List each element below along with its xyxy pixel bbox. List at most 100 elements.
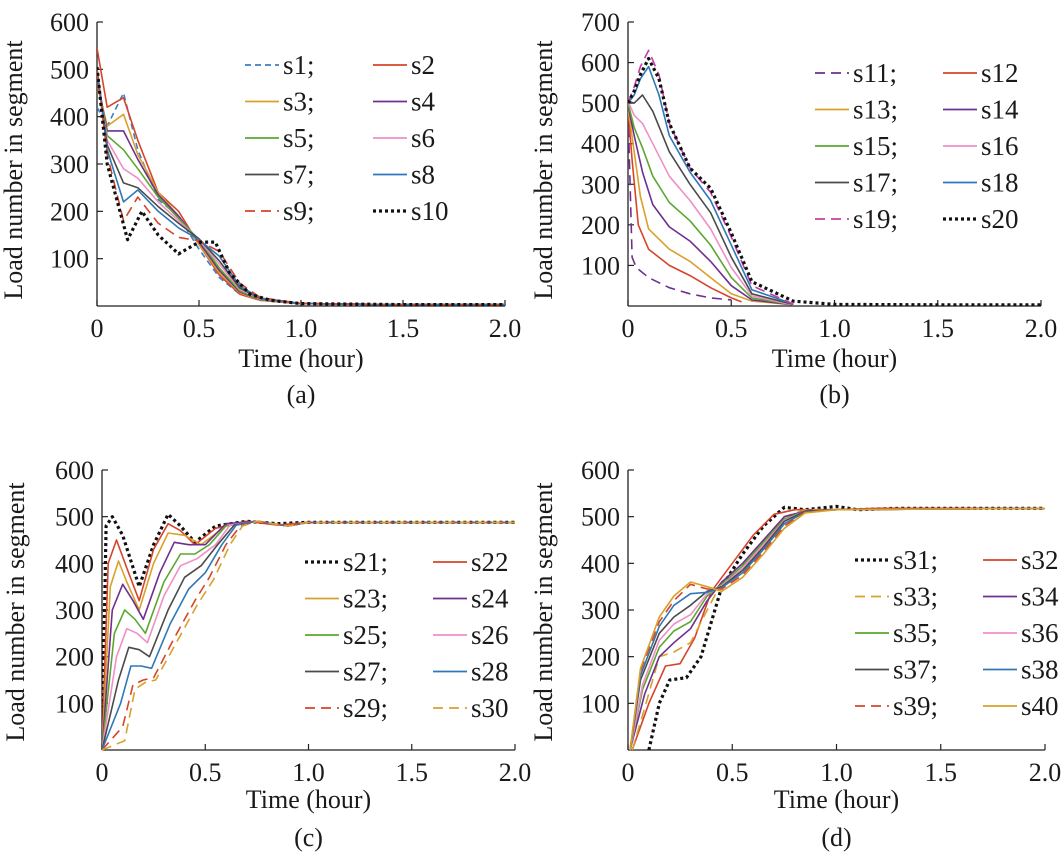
series-line-s35 bbox=[629, 507, 1046, 751]
x-axis-title: Time (hour) bbox=[774, 785, 899, 814]
legend-label: s31; bbox=[893, 545, 938, 575]
x-tick-label: 1.5 bbox=[387, 314, 420, 343]
legend-label: s3; bbox=[283, 87, 315, 117]
chart-panel-a: 100 200 300 400 500 600 0 0.5 1.0 1.5 2.0 Time (hou… bbox=[0, 8, 521, 409]
series-line-s16 bbox=[628, 100, 794, 306]
y-tick-label: 300 bbox=[55, 596, 94, 625]
y-tick-label: 100 bbox=[581, 251, 620, 280]
legend-label: s13; bbox=[853, 95, 898, 125]
y-tick-label: 500 bbox=[581, 89, 620, 118]
legend-label: s26 bbox=[471, 620, 509, 650]
legend-label: s1; bbox=[283, 50, 315, 80]
legend-label: s27; bbox=[343, 657, 388, 687]
y-axis-title: Load number in segment bbox=[1, 482, 30, 742]
x-tick-label: 1.0 bbox=[285, 314, 318, 343]
y-tick-label: 500 bbox=[581, 503, 620, 532]
y-tick-label: 300 bbox=[50, 150, 89, 179]
series-line-s31 bbox=[647, 504, 1045, 751]
y-tick-label: 400 bbox=[50, 103, 89, 132]
legend-label: s17; bbox=[853, 168, 898, 198]
series-line-s32 bbox=[631, 507, 1045, 751]
legend-label: s24 bbox=[471, 584, 509, 614]
series-line-s10 bbox=[97, 66, 505, 307]
legend-label: s6 bbox=[411, 123, 435, 153]
x-tick-label: 1.0 bbox=[820, 758, 853, 787]
x-tick-label: 1.0 bbox=[292, 758, 325, 787]
x-tick-label: 2.0 bbox=[499, 758, 532, 787]
series-line-s28 bbox=[102, 520, 515, 751]
chart-panel-b: 100 200 300 400 500 600 700 0 0.5 1.0 1.5 2.0 Time (… bbox=[529, 8, 1057, 409]
y-tick-label: 200 bbox=[581, 643, 620, 672]
legend-label: s11; bbox=[853, 58, 897, 88]
y-tick-label: 100 bbox=[581, 689, 620, 718]
y-axis-title: Load number in segment bbox=[529, 40, 558, 300]
x-tick-label: 0.5 bbox=[189, 758, 222, 787]
y-tick-label: 200 bbox=[55, 643, 94, 672]
x-tick-label: 0 bbox=[622, 314, 635, 343]
legend-label: s12 bbox=[981, 58, 1019, 88]
legend-label: s22 bbox=[471, 547, 509, 577]
x-tick-label: 1.5 bbox=[396, 758, 429, 787]
x-tick-label: 0 bbox=[622, 758, 635, 787]
y-tick-label: 300 bbox=[581, 170, 620, 199]
x-tick-label: 2.0 bbox=[1029, 758, 1062, 787]
y-tick-label: 600 bbox=[581, 49, 620, 78]
legend-label: s25; bbox=[343, 620, 388, 650]
legend-label: s18 bbox=[981, 168, 1019, 198]
series-line-s1 bbox=[97, 92, 505, 306]
x-tick-label: 0 bbox=[96, 758, 109, 787]
legend-label: s36 bbox=[1021, 618, 1059, 648]
legend-label: s33; bbox=[893, 582, 938, 612]
series-line-s17 bbox=[628, 94, 794, 306]
y-tick-label: 400 bbox=[55, 549, 94, 578]
series-line-s37 bbox=[629, 507, 1046, 751]
legend-label: s39; bbox=[893, 691, 938, 721]
legend-label: s19; bbox=[853, 204, 898, 234]
legend-label: s16 bbox=[981, 131, 1019, 161]
chart-panel-c: 100 200 300 400 500 600 0 0.5 1.0 1.5 2.0 Time (hou… bbox=[1, 456, 531, 852]
legend-label: s32 bbox=[1021, 545, 1059, 575]
series-line-s11 bbox=[628, 111, 732, 301]
legend-label: s28 bbox=[471, 657, 509, 687]
x-tick-label: 0.5 bbox=[715, 314, 748, 343]
y-tick-label: 100 bbox=[50, 245, 89, 274]
x-tick-label: 1.5 bbox=[925, 758, 958, 787]
x-tick-label: 2.0 bbox=[1025, 314, 1058, 343]
legend-label: s9; bbox=[283, 196, 315, 226]
x-axis-title: Time (hour) bbox=[238, 344, 363, 373]
series-line-s14 bbox=[628, 105, 794, 306]
panel-label: (a) bbox=[287, 380, 316, 409]
legend-label: s21; bbox=[343, 547, 388, 577]
series-line-s29 bbox=[102, 520, 515, 751]
chart-panel-d: 100 200 300 400 500 600 0 0.5 1.0 1.5 2.0 Time (hou… bbox=[529, 456, 1061, 852]
legend-label: s23; bbox=[343, 584, 388, 614]
y-axis-title: Load number in segment bbox=[0, 40, 28, 300]
series-line-s22 bbox=[102, 520, 515, 751]
legend-label: s29; bbox=[343, 693, 388, 723]
y-tick-label: 500 bbox=[55, 503, 94, 532]
legend-label: s5; bbox=[283, 123, 315, 153]
y-tick-label: 100 bbox=[55, 689, 94, 718]
y-tick-label: 600 bbox=[50, 8, 89, 37]
legend-label: s8 bbox=[411, 160, 435, 190]
panel-label: (d) bbox=[821, 823, 851, 852]
series-line-s15 bbox=[628, 102, 794, 306]
x-axis-title: Time (hour) bbox=[246, 785, 371, 814]
panel-label: (c) bbox=[294, 823, 323, 852]
series-line-s13 bbox=[628, 107, 794, 306]
series-line-s30 bbox=[102, 520, 515, 751]
x-tick-label: 1.5 bbox=[922, 314, 955, 343]
legend-label: s40 bbox=[1021, 691, 1059, 721]
y-tick-label: 700 bbox=[581, 8, 620, 37]
legend-label: s7; bbox=[283, 160, 315, 190]
legend-label: s37; bbox=[893, 655, 938, 685]
series-line-s38 bbox=[629, 507, 1046, 751]
series-line-s34 bbox=[629, 507, 1046, 751]
x-tick-label: 0.5 bbox=[183, 314, 216, 343]
legend-label: s2 bbox=[411, 50, 435, 80]
series-line-s9 bbox=[97, 69, 505, 306]
legend-label: s30 bbox=[471, 693, 509, 723]
x-tick-label: 0.5 bbox=[716, 758, 749, 787]
legend-label: s14 bbox=[981, 95, 1019, 125]
